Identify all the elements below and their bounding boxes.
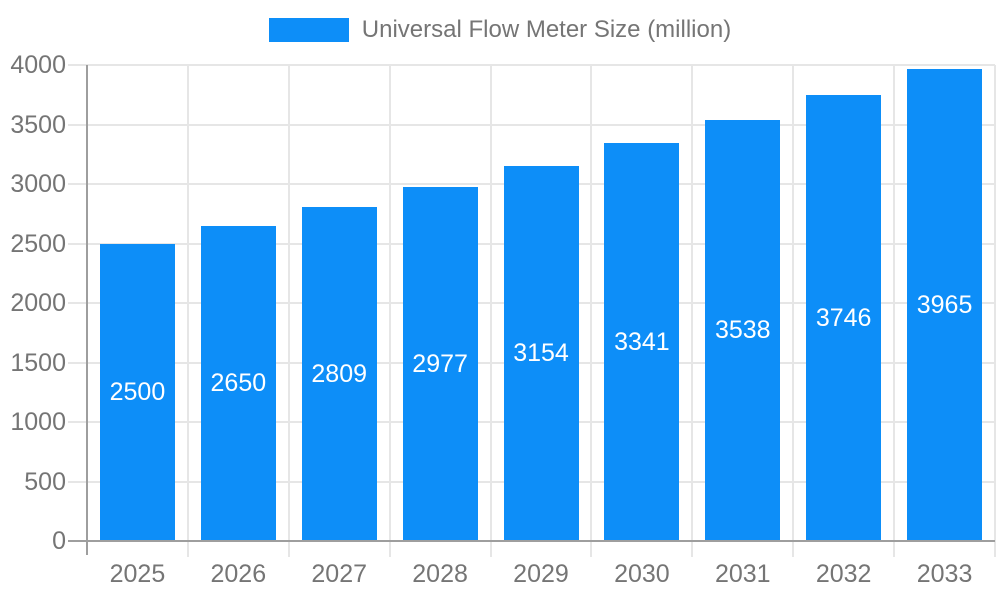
x-tick-mark xyxy=(388,541,391,557)
x-tick-mark xyxy=(893,541,896,557)
x-gridline xyxy=(489,65,492,541)
x-gridline xyxy=(994,65,996,541)
x-tick-mark xyxy=(186,541,189,557)
x-tick-label: 2032 xyxy=(815,560,872,588)
y-tick-label: 2500 xyxy=(10,229,66,258)
x-gridline xyxy=(893,65,896,541)
bar-value-label: 2500 xyxy=(109,378,166,407)
bar-value-label: 2809 xyxy=(311,359,368,388)
x-gridline xyxy=(186,65,189,541)
bar-2025 xyxy=(99,243,175,541)
bar-value-label: 2650 xyxy=(210,369,267,398)
y-axis-line xyxy=(86,65,88,555)
x-tick-label: 2033 xyxy=(916,560,973,588)
bar-2029 xyxy=(503,165,579,541)
x-tick-label: 2031 xyxy=(714,560,771,588)
bar-value-label: 3341 xyxy=(614,328,670,357)
x-gridline xyxy=(287,65,290,541)
y-tick-label: 3000 xyxy=(10,170,66,198)
y-tick-label: 3500 xyxy=(10,110,66,139)
y-gridline xyxy=(68,123,995,126)
bar-2026 xyxy=(200,225,276,541)
x-tick-mark xyxy=(287,541,290,557)
x-tick-mark xyxy=(590,541,593,557)
legend-label: Universal Flow Meter Size (million) xyxy=(361,16,732,43)
x-axis-line xyxy=(68,540,995,542)
bar-value-label: 3965 xyxy=(916,291,973,320)
bar-2028 xyxy=(402,186,478,541)
y-tick-label: 1000 xyxy=(10,408,66,436)
bar-2032 xyxy=(806,95,882,541)
bar-value-label: 2977 xyxy=(412,349,468,378)
legend: Universal Flow Meter Size (million) xyxy=(0,16,1000,44)
x-tick-label: 2025 xyxy=(109,560,166,588)
y-tick-label: 0 xyxy=(52,527,66,555)
x-tick-label: 2026 xyxy=(210,560,267,588)
legend-swatch xyxy=(268,18,349,42)
bar-value-label: 3154 xyxy=(513,339,569,368)
bar-value-label: 3746 xyxy=(815,304,872,333)
x-tick-label: 2028 xyxy=(412,560,468,588)
x-gridline xyxy=(792,65,795,541)
x-gridline xyxy=(691,65,694,541)
bar-2030 xyxy=(604,143,680,541)
legend-item[interactable]: Universal Flow Meter Size (million) xyxy=(268,16,732,44)
y-tick-label: 500 xyxy=(24,467,66,496)
y-tick-label: 2000 xyxy=(10,289,66,317)
x-tick-label: 2030 xyxy=(614,560,670,588)
x-gridline xyxy=(590,65,593,541)
x-gridline xyxy=(388,65,391,541)
x-tick-mark xyxy=(792,541,795,557)
y-tick-label: 4000 xyxy=(10,51,66,79)
x-tick-label: 2027 xyxy=(311,560,368,588)
y-gridline xyxy=(68,64,995,66)
x-tick-mark xyxy=(994,541,996,557)
bar-value-label: 3538 xyxy=(714,316,771,345)
x-tick-label: 2029 xyxy=(513,560,569,588)
bar-2027 xyxy=(301,206,377,541)
bar-2031 xyxy=(705,119,781,541)
bar-2033 xyxy=(907,69,983,541)
y-tick-label: 1500 xyxy=(10,348,66,377)
x-tick-mark xyxy=(489,541,492,557)
x-tick-mark xyxy=(691,541,694,557)
